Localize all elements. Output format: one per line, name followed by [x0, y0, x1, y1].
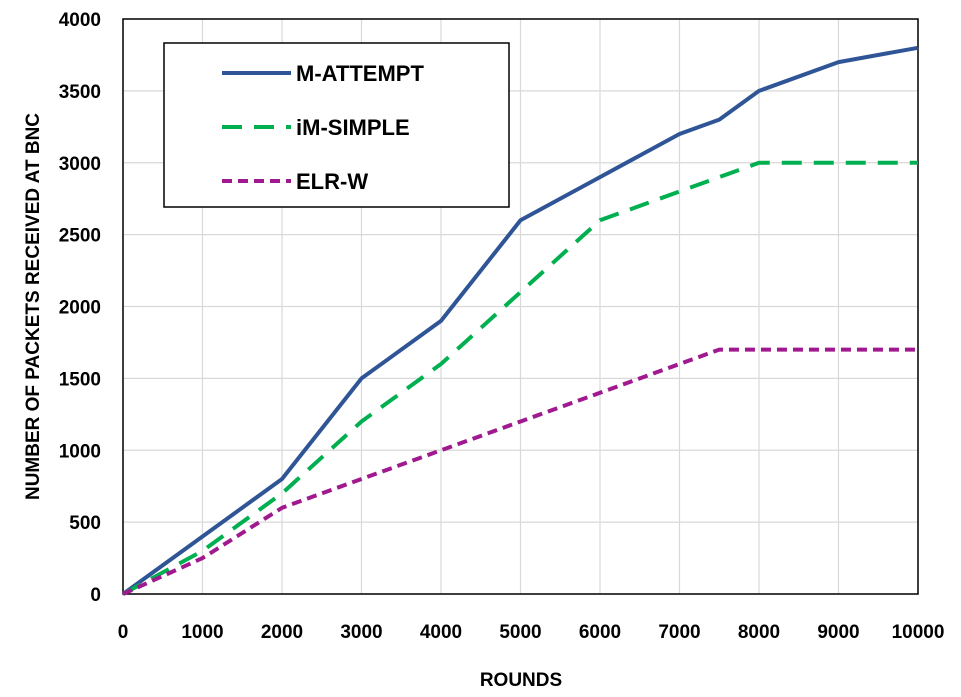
y-tick-label: 500 — [69, 513, 101, 534]
x-tick-label: 4000 — [420, 622, 462, 643]
legend-label: ELR-W — [296, 169, 368, 194]
legend-label: M-ATTEMPT — [296, 61, 424, 86]
series-line-elr-w — [122, 347, 918, 596]
series-line-im-simple — [122, 160, 918, 596]
y-tick-label: 3500 — [59, 82, 101, 103]
x-tick-label: 7000 — [658, 622, 700, 643]
legend: M-ATTEMPT iM-SIMPLE ELR-W — [163, 42, 510, 208]
y-tick-label: 4000 — [59, 10, 101, 31]
legend-label: iM-SIMPLE — [296, 115, 410, 140]
x-tick-label: 10000 — [892, 622, 945, 643]
y-axis-title: NUMBER OF PACKETS RECEIVED AT BNC — [23, 113, 44, 500]
y-axis-tick-labels: 0 500 1000 1500 2000 2500 3000 3500 4000 — [59, 10, 101, 606]
y-tick-label: 1000 — [59, 441, 101, 462]
x-tick-label: 6000 — [579, 622, 621, 643]
y-tick-label: 0 — [90, 585, 101, 606]
y-tick-label: 1500 — [59, 369, 101, 390]
plot-area-frame — [122, 18, 919, 595]
y-tick-label: 3000 — [59, 154, 101, 175]
x-tick-label: 8000 — [738, 622, 780, 643]
y-tick-label: 2000 — [59, 298, 101, 319]
x-tick-label: 5000 — [499, 622, 541, 643]
series-line-m-attempt — [121, 45, 919, 596]
legend-entry: iM-SIMPLE — [222, 115, 410, 140]
legend-entry: M-ATTEMPT — [222, 61, 424, 86]
legend-entry: ELR-W — [222, 169, 368, 194]
x-axis-title: ROUNDS — [480, 670, 562, 691]
x-tick-label: 3000 — [340, 622, 382, 643]
x-tick-label: 9000 — [817, 622, 859, 643]
x-tick-label: 0 — [118, 622, 129, 643]
x-tick-label: 2000 — [261, 622, 303, 643]
y-tick-label: 2500 — [59, 226, 101, 247]
x-axis-tick-labels: 0 1000 2000 3000 4000 5000 6000 7000 8000 9000 100… — [118, 622, 945, 643]
x-tick-label: 1000 — [181, 622, 223, 643]
legend-box — [163, 42, 510, 208]
series-layer — [121, 45, 919, 596]
